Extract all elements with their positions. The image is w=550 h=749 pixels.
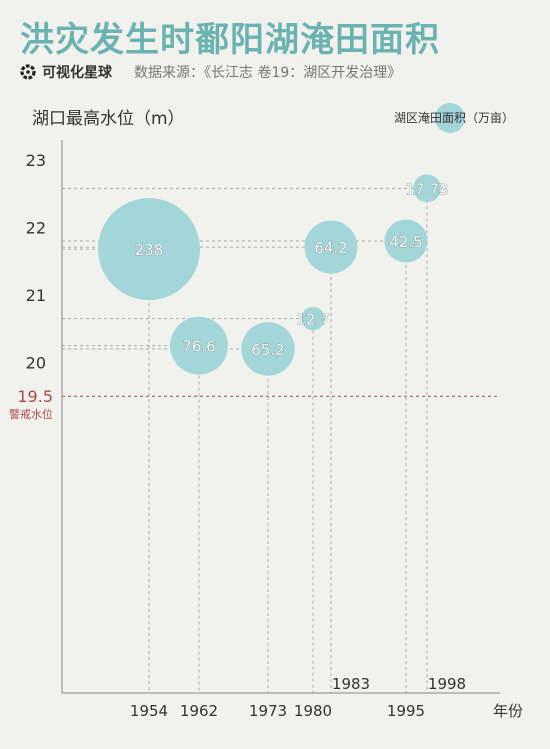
legend: 湖区淹田面积（万亩） [394, 103, 514, 133]
chart-title: 洪灾发生时鄱阳湖淹田面积 [20, 20, 440, 60]
warning-level-note: 警戒水位 [9, 407, 53, 421]
bubble-1995 [384, 219, 428, 263]
bubble-value-label: 76.6 [182, 338, 215, 356]
bubble-value-label: 12.7 [296, 311, 329, 329]
x-tick-label: 1954 [130, 702, 168, 720]
x-tick-label: 1983 [332, 675, 370, 693]
brand-row: 可视化星球 数据来源：《长江志 卷19：湖区开发治理》 [20, 62, 401, 82]
y-tick-label: 21 [26, 286, 46, 305]
bubble-1973 [241, 322, 295, 376]
bubble-1954 [98, 198, 200, 301]
y-axis-label: 湖口最高水位（m） [32, 109, 185, 129]
x-tick-label: 1980 [294, 702, 332, 720]
x-tick-label: 1998 [428, 675, 466, 693]
bubbles: 238 76.6 65.2 12.7 64.2 42.5 17.73 [98, 174, 449, 376]
bubble-value-label: 42.5 [389, 233, 422, 251]
bubble-1980 [301, 306, 325, 331]
bubble-value-label: 238 [135, 241, 164, 259]
warning-level-label: 19.5 [17, 387, 53, 406]
x-tick-label: 1962 [180, 702, 218, 720]
x-tick-label: 1973 [249, 702, 287, 720]
x-axis-label: 年份 [493, 702, 523, 720]
x-tick-label: 1995 [387, 702, 425, 720]
y-tick-label: 23 [26, 151, 46, 170]
axes: 湖口最高水位（m） 年份 19.5 警戒水位 [9, 109, 523, 720]
bubble-value-label: 17.73 [406, 180, 449, 198]
legend-bubble [435, 103, 465, 133]
y-tick-label: 20 [26, 354, 46, 373]
data-source: 数据来源：《长江志 卷19：湖区开发治理》 [134, 65, 402, 81]
bubble-value-label: 64.2 [314, 239, 347, 257]
bubble-1998 [413, 174, 441, 203]
y-tick-label: 22 [26, 219, 46, 238]
bubble-1962 [170, 316, 228, 375]
brand-logo-icon [20, 64, 36, 80]
bubble-value-label: 65.2 [251, 341, 284, 359]
bubble-1983 [304, 220, 358, 274]
brand-name: 可视化星球 [42, 65, 112, 81]
legend-label: 湖区淹田面积（万亩） [394, 110, 514, 125]
